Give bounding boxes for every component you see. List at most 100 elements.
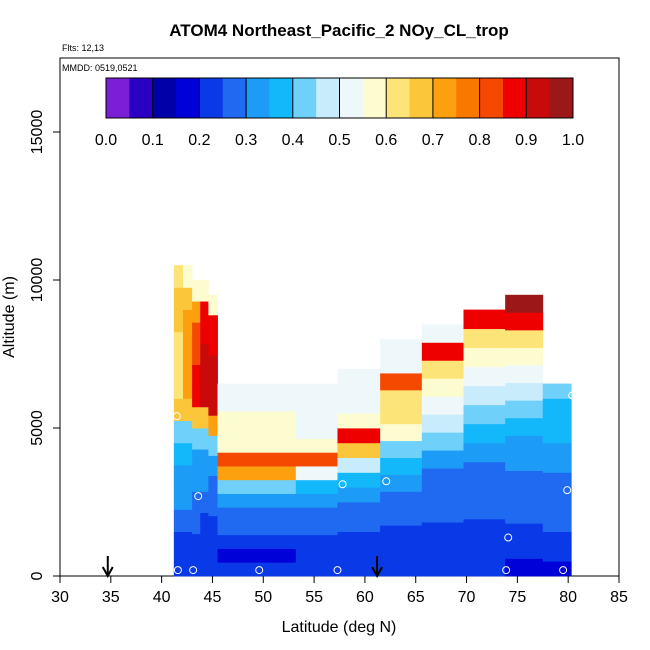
heatmap-cell bbox=[173, 331, 184, 355]
colorbar-swatch bbox=[129, 78, 154, 118]
heatmap-cell bbox=[192, 512, 201, 535]
heatmap-cell bbox=[208, 475, 218, 497]
x-tick-label: 45 bbox=[204, 589, 222, 606]
colorbar-tick-label: 0.3 bbox=[235, 132, 257, 149]
heatmap-cell bbox=[542, 442, 572, 458]
heatmap-cell bbox=[182, 398, 193, 421]
heatmap-cell bbox=[173, 398, 184, 421]
heatmap-cell bbox=[542, 472, 572, 488]
heatmap-cell bbox=[421, 468, 464, 487]
colorbar-tick-label: 0.8 bbox=[468, 132, 490, 149]
sample-point bbox=[563, 486, 572, 495]
colorbar: 0.0 0.1 0.2 0.3 0.4 0.5 0.6 0.7 0.8 0.9 1.0 bbox=[95, 77, 584, 149]
colorbar-swatch bbox=[339, 78, 364, 118]
heatmap-cell bbox=[337, 413, 381, 429]
colorbar-swatch bbox=[316, 78, 340, 118]
heatmap-cell bbox=[295, 562, 338, 577]
heatmap-cell bbox=[542, 516, 572, 532]
heatmap-cell bbox=[463, 347, 506, 368]
heatmap-cell bbox=[208, 515, 218, 537]
x-tick-label: 60 bbox=[356, 589, 374, 606]
heatmap-cell bbox=[200, 554, 209, 577]
heatmap-cell bbox=[505, 505, 544, 524]
sample-point bbox=[223, 273, 232, 282]
sample-point bbox=[255, 566, 264, 575]
heatmap-cell bbox=[463, 385, 506, 406]
heatmap-cell bbox=[200, 280, 209, 302]
colorbar-swatch bbox=[386, 78, 411, 118]
heatmap-cell bbox=[295, 424, 338, 439]
heatmap-cell bbox=[337, 368, 381, 384]
x-tick-label: 75 bbox=[508, 589, 526, 606]
x-axis-label: Latitude (deg N) bbox=[282, 619, 397, 636]
heatmap-cell bbox=[337, 561, 381, 577]
heatmap-cell bbox=[173, 309, 184, 333]
heatmap-cell bbox=[380, 457, 423, 475]
sample-point bbox=[568, 391, 577, 400]
heatmap-cell bbox=[173, 442, 184, 466]
heatmap-cell bbox=[505, 365, 544, 384]
heatmap-cell bbox=[200, 406, 209, 429]
heatmap-cell bbox=[192, 449, 201, 471]
heatmap-cell bbox=[295, 534, 338, 549]
heatmap-cell bbox=[217, 452, 297, 467]
heatmap-cell bbox=[173, 531, 184, 555]
y-tick-label: 5000 bbox=[29, 410, 46, 446]
heatmap-cell bbox=[380, 525, 423, 543]
heatmap-cell bbox=[505, 347, 544, 366]
sample-point bbox=[189, 566, 198, 575]
colorbar-swatch bbox=[549, 78, 574, 118]
colorbar-tick-label: 1.0 bbox=[562, 132, 584, 149]
colorbar-tick-label: 0.4 bbox=[282, 132, 304, 149]
heatmap-cell bbox=[337, 531, 381, 547]
heatmap bbox=[173, 265, 572, 577]
sample-point bbox=[172, 412, 181, 421]
heatmap-cell bbox=[173, 487, 184, 510]
heatmap-cell bbox=[380, 423, 423, 442]
heatmap-cell bbox=[463, 328, 506, 349]
heatmap-cell bbox=[421, 378, 464, 397]
heatmap-cell bbox=[208, 435, 218, 456]
heatmap-cell bbox=[421, 504, 464, 523]
heatmap-cell bbox=[173, 376, 184, 399]
x-tick-label: 70 bbox=[458, 589, 476, 606]
heatmap-cell bbox=[463, 404, 506, 425]
heatmap-cell bbox=[380, 389, 423, 408]
heatmap-cell bbox=[200, 301, 209, 323]
heatmap-cell bbox=[217, 466, 297, 481]
heatmap-cell bbox=[421, 522, 464, 541]
x-tick-label: 30 bbox=[51, 589, 69, 606]
heatmap-cell bbox=[337, 516, 381, 532]
heatmap-cell bbox=[380, 373, 423, 391]
sample-point bbox=[338, 480, 347, 489]
heatmap-cell bbox=[192, 406, 201, 429]
heatmap-cell bbox=[182, 442, 193, 466]
heatmap-cell bbox=[295, 466, 338, 481]
heatmap-cell bbox=[217, 562, 297, 577]
heatmap-cell bbox=[295, 438, 338, 453]
heatmap-cell bbox=[217, 383, 297, 398]
sample-point bbox=[382, 477, 391, 486]
heatmap-cell bbox=[208, 555, 218, 577]
heatmap-cell bbox=[200, 491, 209, 513]
heatmap-cell bbox=[200, 322, 209, 344]
colorbar-swatch bbox=[152, 78, 177, 118]
heatmap-cell bbox=[542, 428, 572, 444]
colorbar-swatch bbox=[502, 78, 527, 118]
heatmap-cell bbox=[337, 502, 381, 518]
colorbar-tick-label: 0.0 bbox=[95, 132, 117, 149]
sample-point bbox=[173, 566, 182, 575]
heatmap-cell bbox=[217, 548, 297, 563]
heatmap-cell bbox=[200, 533, 209, 556]
heatmap-cell bbox=[192, 554, 201, 577]
heatmap-cell bbox=[337, 398, 381, 414]
heatmap-cell bbox=[421, 324, 464, 343]
sample-point bbox=[194, 492, 203, 501]
heatmap-cell bbox=[182, 487, 193, 510]
heatmap-cell bbox=[463, 556, 506, 577]
x-tick-label: 85 bbox=[610, 589, 628, 606]
heatmap-cell bbox=[192, 533, 201, 556]
heatmap-cell bbox=[208, 455, 218, 476]
flight-marker-head bbox=[101, 566, 114, 579]
heatmap-cell bbox=[217, 493, 297, 508]
